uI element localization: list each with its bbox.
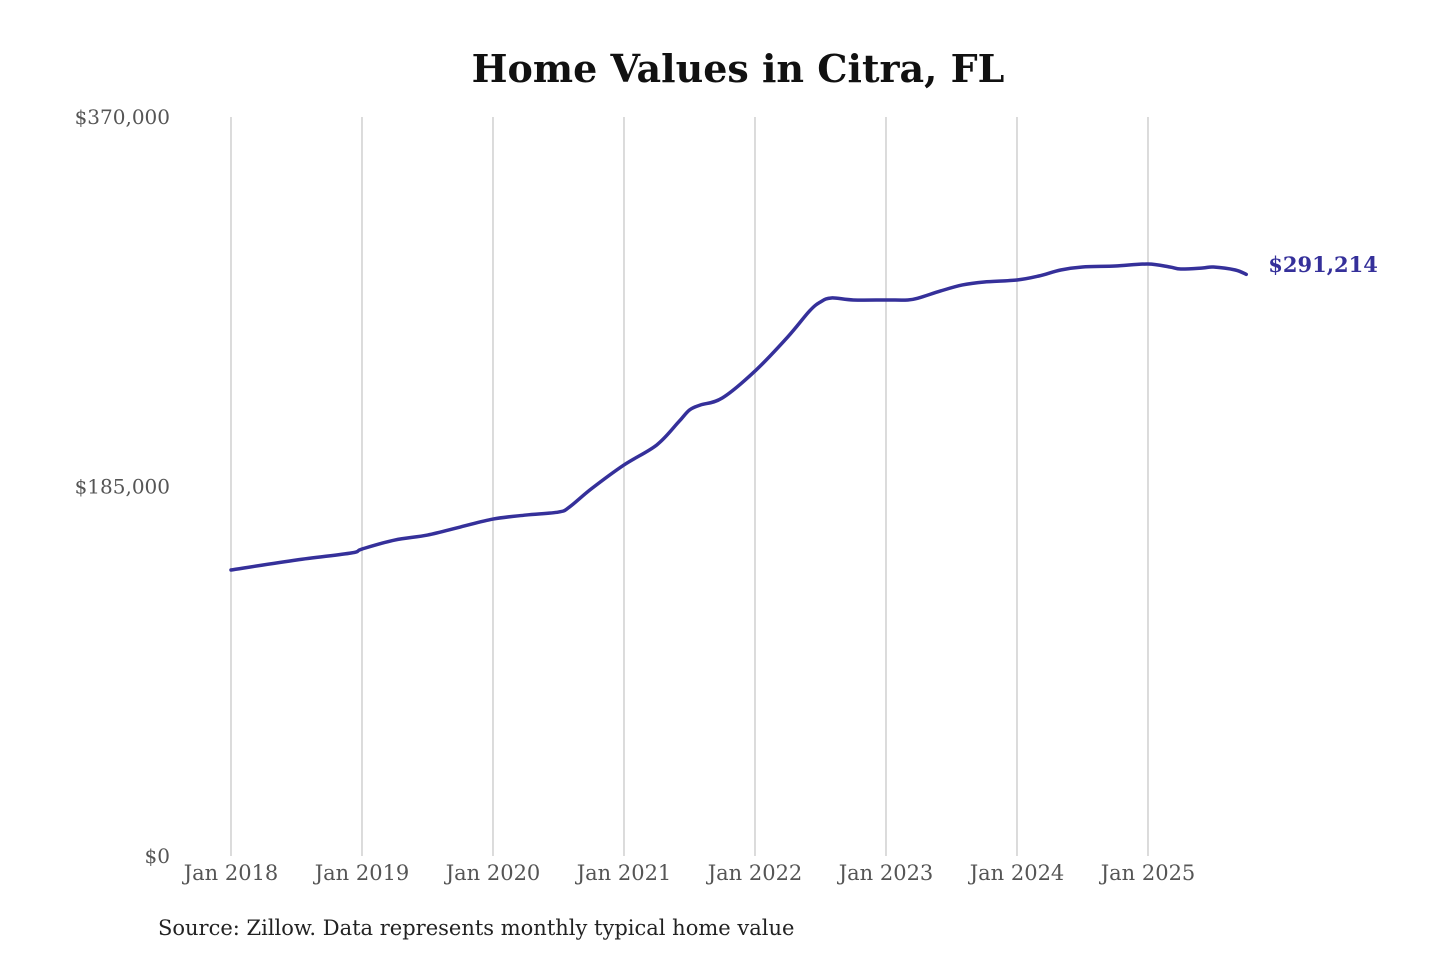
- x-tick-label: Jan 2024: [968, 861, 1065, 885]
- x-tick-label: Jan 2021: [575, 861, 672, 885]
- end-value-label: $291,214: [1268, 252, 1378, 277]
- y-tick-label: $0: [145, 844, 170, 868]
- y-tick-label: $370,000: [75, 105, 170, 129]
- chart-title: Home Values in Citra, FL: [471, 46, 1005, 91]
- source-note: Source: Zillow. Data represents monthly …: [158, 916, 795, 940]
- y-tick-label: $185,000: [75, 475, 170, 499]
- x-tick-label: Jan 2022: [706, 861, 803, 885]
- x-tick-label: Jan 2025: [1099, 861, 1196, 885]
- x-tick-label: Jan 2023: [837, 861, 934, 885]
- series-line: [229, 262, 1248, 572]
- x-tick-label: Jan 2018: [182, 861, 279, 885]
- x-tick-label: Jan 2020: [444, 861, 541, 885]
- x-tick-label: Jan 2019: [313, 861, 410, 885]
